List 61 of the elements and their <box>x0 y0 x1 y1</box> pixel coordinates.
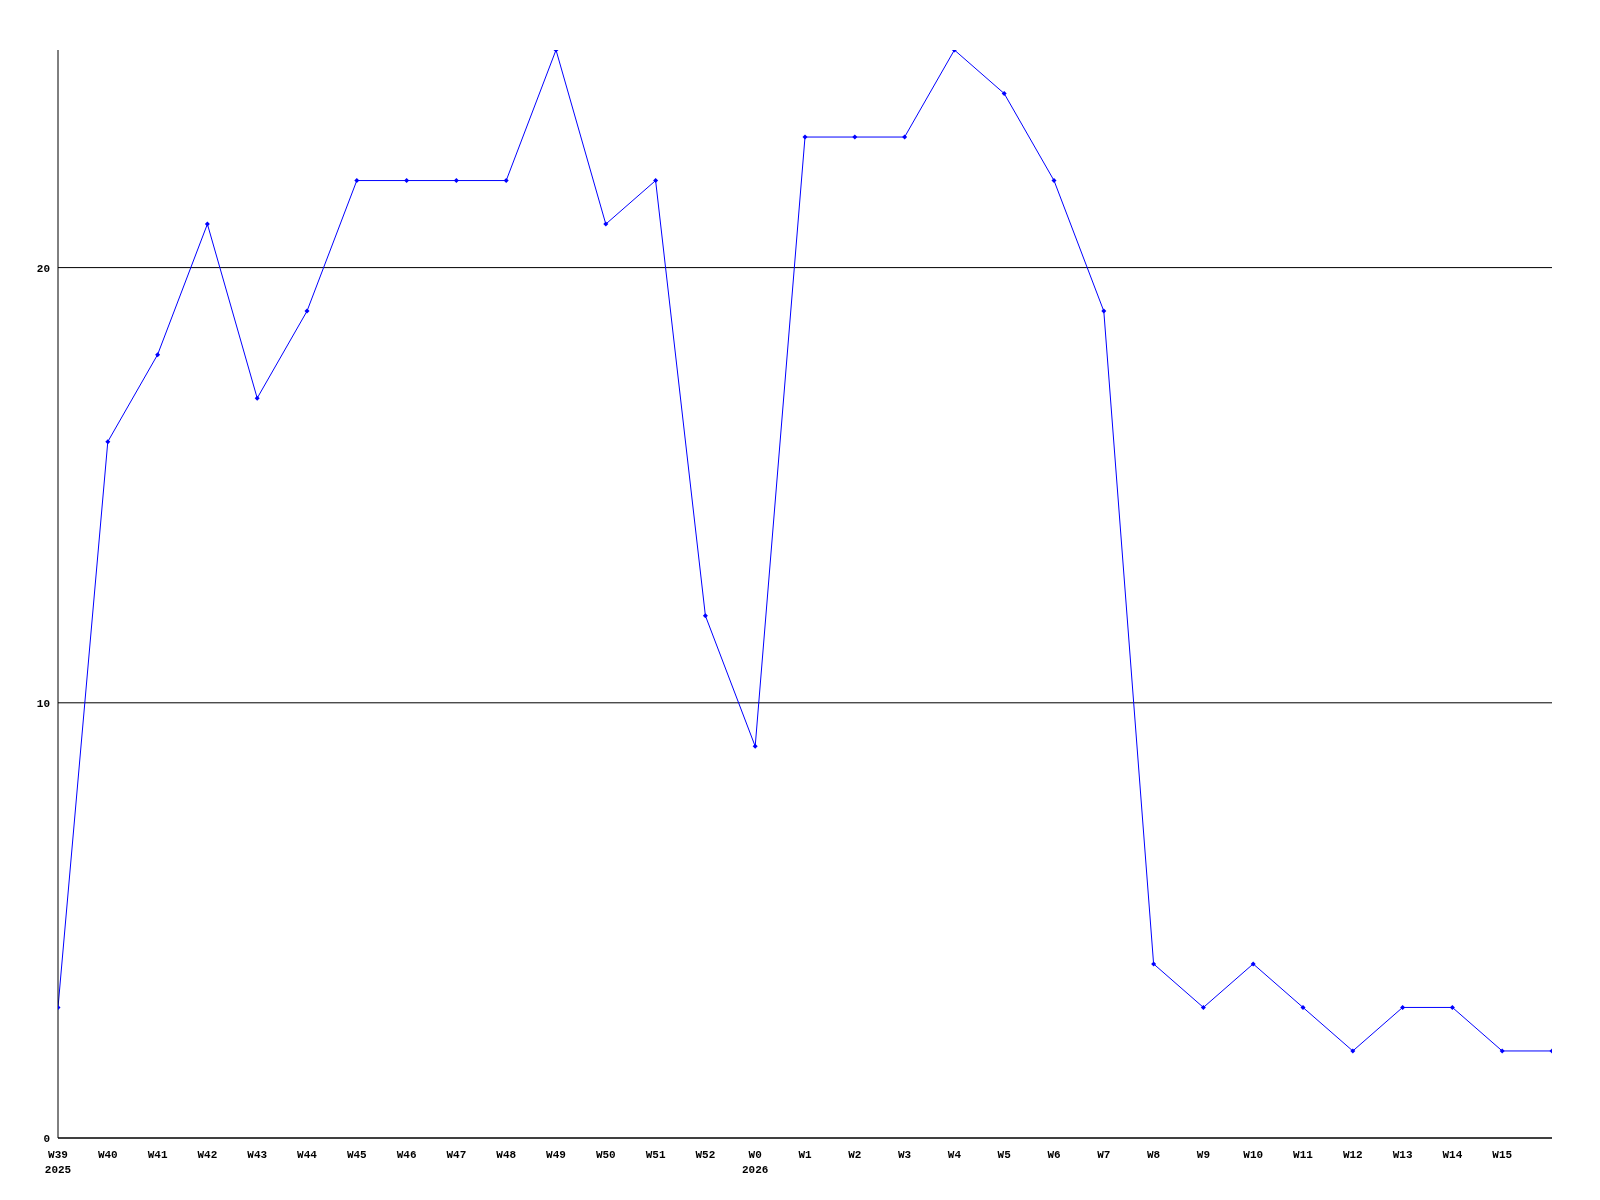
x-tick-label: W41 <box>147 1149 168 1161</box>
point <box>1250 961 1256 967</box>
point <box>1499 1048 1505 1054</box>
x-tick-label: W9 <box>1196 1149 1210 1161</box>
point <box>453 178 459 184</box>
point <box>155 352 161 358</box>
x-tick-label: W44 <box>297 1149 318 1161</box>
x-tick-label: W7 <box>1097 1149 1111 1161</box>
point <box>1300 1004 1306 1010</box>
point <box>1449 1004 1455 1010</box>
x-tick-label: W45 <box>346 1149 368 1161</box>
line-series <box>58 50 1552 1054</box>
point <box>354 178 360 184</box>
x-tick-label: W0 2026 <box>742 1149 769 1176</box>
x-tick-label: W3 <box>898 1149 912 1161</box>
point <box>1151 961 1157 967</box>
x-tick-label: W48 <box>496 1149 517 1161</box>
point <box>204 221 210 227</box>
x-tick-label: W10 <box>1243 1149 1264 1161</box>
x-tick-label: W6 <box>1047 1149 1061 1161</box>
point <box>1400 1004 1406 1010</box>
point <box>105 439 111 445</box>
x-tick-label: W46 <box>396 1149 417 1161</box>
x-tick-label: W42 <box>197 1149 218 1161</box>
x-tick-label: W40 <box>97 1149 118 1161</box>
x-tick-label: W4 <box>947 1149 962 1161</box>
point <box>852 134 858 140</box>
x-tick-label: W39 2025 <box>44 1149 72 1176</box>
point <box>752 743 758 749</box>
x-tick-label: W2 <box>848 1149 862 1161</box>
point <box>902 134 908 140</box>
point <box>702 613 708 619</box>
point <box>254 395 260 401</box>
x-tick-label: W49 <box>546 1149 566 1161</box>
x-tick-label: W14 <box>1442 1149 1463 1161</box>
x-tick-label: W51 <box>645 1149 666 1161</box>
x-tick-label: W8 <box>1147 1149 1161 1161</box>
x-tick-label: W11 <box>1293 1149 1314 1161</box>
point <box>1101 308 1107 314</box>
x-tick-label: W50 <box>595 1149 616 1161</box>
x-tick-label: W12 <box>1342 1149 1363 1161</box>
y-tick-label: 10 <box>36 697 50 710</box>
point <box>304 308 310 314</box>
point <box>503 178 509 184</box>
x-tick-label: W5 <box>997 1149 1012 1161</box>
x-tick-label: W52 <box>695 1149 716 1161</box>
point <box>802 134 808 140</box>
point <box>603 221 609 227</box>
x-tick-label: W43 <box>247 1149 268 1161</box>
point <box>1001 91 1007 97</box>
point <box>653 178 659 184</box>
x-tick-label: W13 <box>1392 1149 1413 1161</box>
y-tick-label: 20 <box>36 262 50 275</box>
point <box>1200 1004 1206 1010</box>
x-tick-label: W15 <box>1492 1149 1513 1161</box>
x-tick-label: W47 <box>446 1149 467 1161</box>
x-tick-label: W1 <box>798 1149 812 1161</box>
point <box>1051 178 1057 184</box>
y-tick-label: 0 <box>43 1132 50 1145</box>
point <box>404 178 410 184</box>
point <box>1350 1048 1356 1054</box>
